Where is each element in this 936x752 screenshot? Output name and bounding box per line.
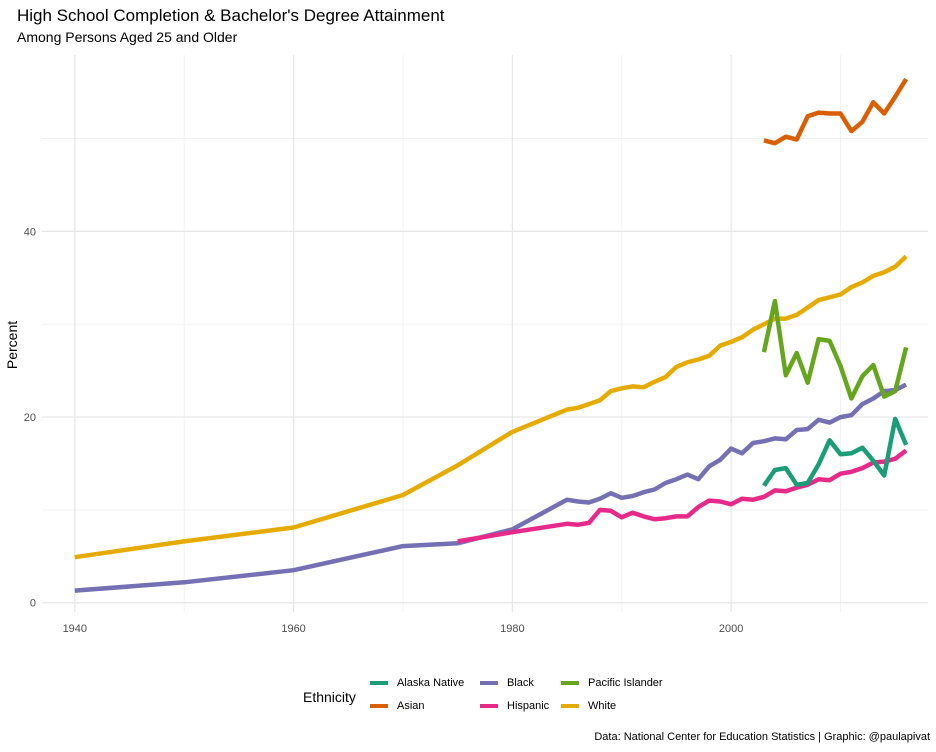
legend-item-alaska-native: Alaska Native: [370, 677, 464, 689]
legend-item-black: Black: [480, 677, 534, 689]
legend-swatch: [480, 681, 498, 685]
legend-item-pacific-islander: Pacific Islander: [561, 677, 663, 689]
series-line-pacific-islander: [761, 298, 909, 401]
legend-swatch: [561, 704, 579, 708]
series-line-black: [74, 382, 908, 593]
legend-label: Alaska Native: [397, 677, 465, 689]
legend-item-hispanic: Hispanic: [480, 700, 549, 712]
legend-label: Asian: [397, 700, 425, 712]
x-tick-label: 1960: [281, 623, 305, 635]
series-line-asian: [763, 77, 909, 146]
series-line-white: [74, 254, 908, 560]
x-tick-label: 1940: [63, 623, 87, 635]
chart-subtitle: Among Persons Aged 25 and Older: [17, 29, 238, 45]
series-line-alaska-native: [762, 416, 909, 488]
legend-swatch: [370, 704, 388, 708]
y-tick-label: 0: [30, 598, 36, 610]
legend-label: Hispanic: [507, 700, 550, 712]
legend-swatch: [370, 681, 388, 685]
legend-label: Pacific Islander: [588, 677, 663, 689]
y-tick-label: 40: [24, 226, 36, 238]
series-line-hispanic: [457, 448, 908, 544]
legend-item-asian: Asian: [370, 700, 425, 712]
legend-title: Ethnicity: [303, 689, 356, 705]
legend-label: White: [588, 700, 617, 712]
chart-caption: Data: National Center for Education Stat…: [594, 731, 930, 743]
legend-item-white: White: [561, 700, 616, 712]
chart-title: High School Completion & Bachelor's Degr…: [17, 6, 445, 25]
x-tick-label: 2000: [719, 623, 743, 635]
x-tick-label: 1980: [500, 623, 524, 635]
legend-swatch: [480, 704, 498, 708]
legend-label: Black: [507, 677, 534, 689]
legend-swatch: [561, 681, 579, 685]
y-tick-label: 20: [24, 412, 36, 424]
